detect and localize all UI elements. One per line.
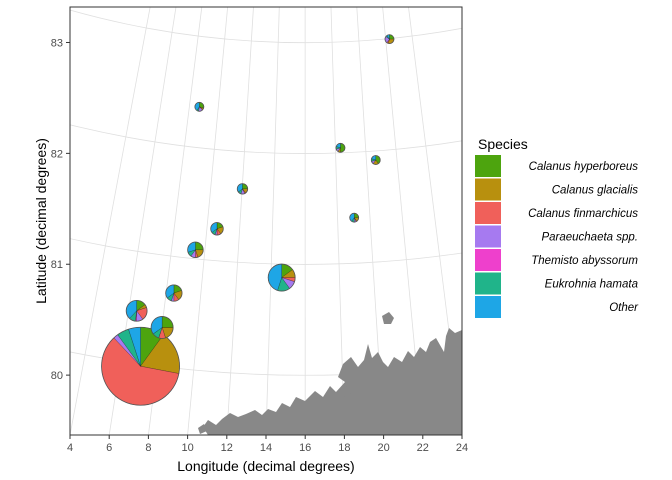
x-tick-label: 22 [417, 442, 429, 454]
legend-label: Paraeuchaeta spp. [541, 232, 638, 244]
station-pie [165, 284, 183, 302]
y-tick-label: 81 [51, 259, 63, 271]
x-tick-label: 14 [260, 442, 272, 454]
pie-outline [150, 316, 174, 339]
legend-swatch [475, 225, 501, 248]
station-pie [384, 34, 395, 45]
legend-label: Eukrohnia hamata [545, 279, 638, 291]
x-tick-label: 10 [181, 442, 193, 454]
station-pie [236, 183, 249, 195]
pie-outline [165, 284, 183, 302]
pie-outline [187, 241, 204, 259]
pie-outline [125, 299, 148, 322]
station-pie [210, 222, 224, 236]
station-pie [349, 212, 360, 223]
pie-outline [194, 101, 205, 112]
legend-swatch [475, 178, 501, 201]
x-tick-label: 12 [221, 442, 233, 454]
legend-label: Calanus glacialis [552, 185, 639, 197]
legend-label: Other [609, 302, 639, 314]
legend-title: Species [478, 136, 528, 152]
station-pie [267, 263, 296, 292]
graticule-meridian [226, 7, 254, 435]
station-pie [150, 316, 174, 339]
pie-layer [101, 34, 395, 406]
y-tick-label: 80 [51, 370, 63, 382]
pie-outline [236, 183, 249, 195]
station-pie [125, 299, 148, 322]
legend-swatch [475, 155, 501, 177]
graticule-meridian [108, 7, 177, 435]
x-axis: 4 6 8 10 12 14 16 18 20 22 24 [67, 435, 468, 454]
pie-outline [335, 142, 346, 153]
svalbard-land [203, 328, 462, 435]
x-tick-label: 16 [299, 442, 311, 454]
station-pie [370, 155, 381, 165]
x-tick-label: 24 [456, 442, 468, 454]
graticule-meridian [408, 7, 462, 435]
legend-swatch [475, 296, 501, 318]
pie-outline [267, 263, 296, 292]
station-pie [194, 101, 205, 112]
y-tick-label: 83 [51, 37, 63, 49]
legend-swatch [475, 249, 501, 271]
legend-swatch [475, 202, 501, 224]
x-tick-label: 18 [338, 442, 350, 454]
graticule-parallel [70, 9, 462, 43]
graticule-meridian [382, 7, 424, 435]
x-axis-title: Longitude (decimal degrees) [177, 458, 354, 474]
legend-label: Themisto abyssorum [531, 255, 638, 267]
y-axis: 80 81 82 83 [51, 37, 70, 382]
station-pie [187, 241, 204, 259]
island-small [198, 424, 207, 434]
x-tick-label: 6 [106, 442, 112, 454]
station-pie [101, 326, 180, 406]
pie-outline [210, 222, 224, 236]
island-small [382, 312, 394, 324]
legend-label: Calanus finmarchicus [528, 208, 638, 220]
x-tick-label: 8 [145, 442, 151, 454]
graticule-meridian [356, 7, 385, 435]
y-axis-title: Latitude (decimal degrees) [33, 138, 49, 304]
land-mass [198, 312, 462, 435]
legend: Species Calanus hyperboreus Calanus glaci… [475, 136, 639, 318]
station-pie [335, 142, 346, 153]
graticule-meridian [330, 7, 345, 435]
graticule-meridian [187, 7, 229, 435]
pie-outline [370, 155, 381, 165]
legend-swatch [475, 272, 501, 295]
x-tick-label: 20 [377, 442, 389, 454]
y-tick-label: 82 [51, 148, 63, 160]
legend-label: Calanus hyperboreus [529, 161, 639, 173]
pie-outline [101, 326, 180, 406]
graticule-meridian [70, 7, 151, 435]
x-tick-label: 4 [67, 442, 73, 454]
graticule-meridian [147, 7, 203, 435]
island-small [340, 386, 351, 397]
pie-outline [349, 212, 360, 223]
pie-outline [384, 34, 395, 45]
graticule-parallel [70, 124, 462, 154]
